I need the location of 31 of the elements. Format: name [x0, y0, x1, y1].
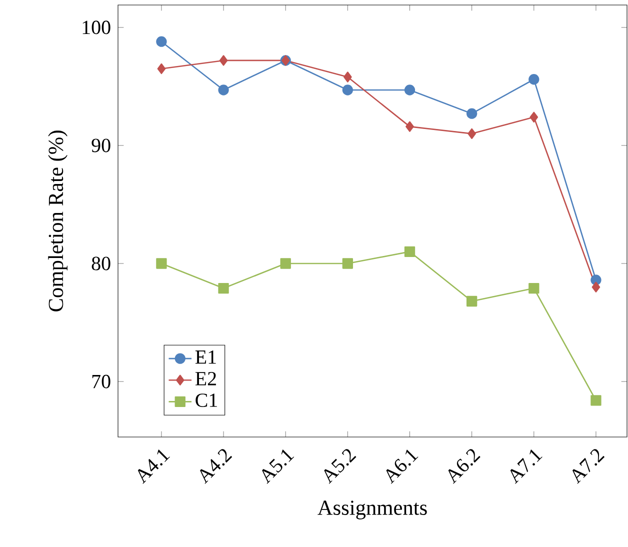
point: [342, 84, 354, 96]
point: [219, 55, 228, 66]
point: [218, 84, 229, 96]
y-tick-label: 90: [92, 138, 110, 152]
point: [404, 84, 416, 96]
point: [404, 246, 416, 258]
point: [156, 36, 167, 47]
point: [406, 121, 414, 132]
point: [218, 282, 229, 294]
point: [466, 108, 478, 119]
legend-label: E2: [195, 372, 216, 386]
point: [592, 282, 600, 292]
point: [280, 258, 291, 269]
point: [590, 395, 602, 406]
y-tick-label: 80: [92, 256, 110, 270]
legend-label: C1: [196, 394, 217, 407]
point: [344, 72, 352, 82]
legend-label: E1: [195, 350, 216, 364]
point: [157, 63, 166, 74]
point: [528, 74, 540, 85]
y-tick-label: 70: [92, 374, 110, 388]
point: [342, 258, 354, 269]
x-axis-title: Assignments: [318, 500, 427, 520]
point: [530, 112, 538, 122]
point: [468, 128, 476, 139]
point: [466, 296, 478, 307]
point: [156, 258, 167, 269]
y-axis-title: Completion Rate (%): [48, 130, 68, 312]
point: [590, 274, 602, 286]
point: [528, 282, 540, 294]
y-tick-label: 100: [82, 20, 110, 34]
